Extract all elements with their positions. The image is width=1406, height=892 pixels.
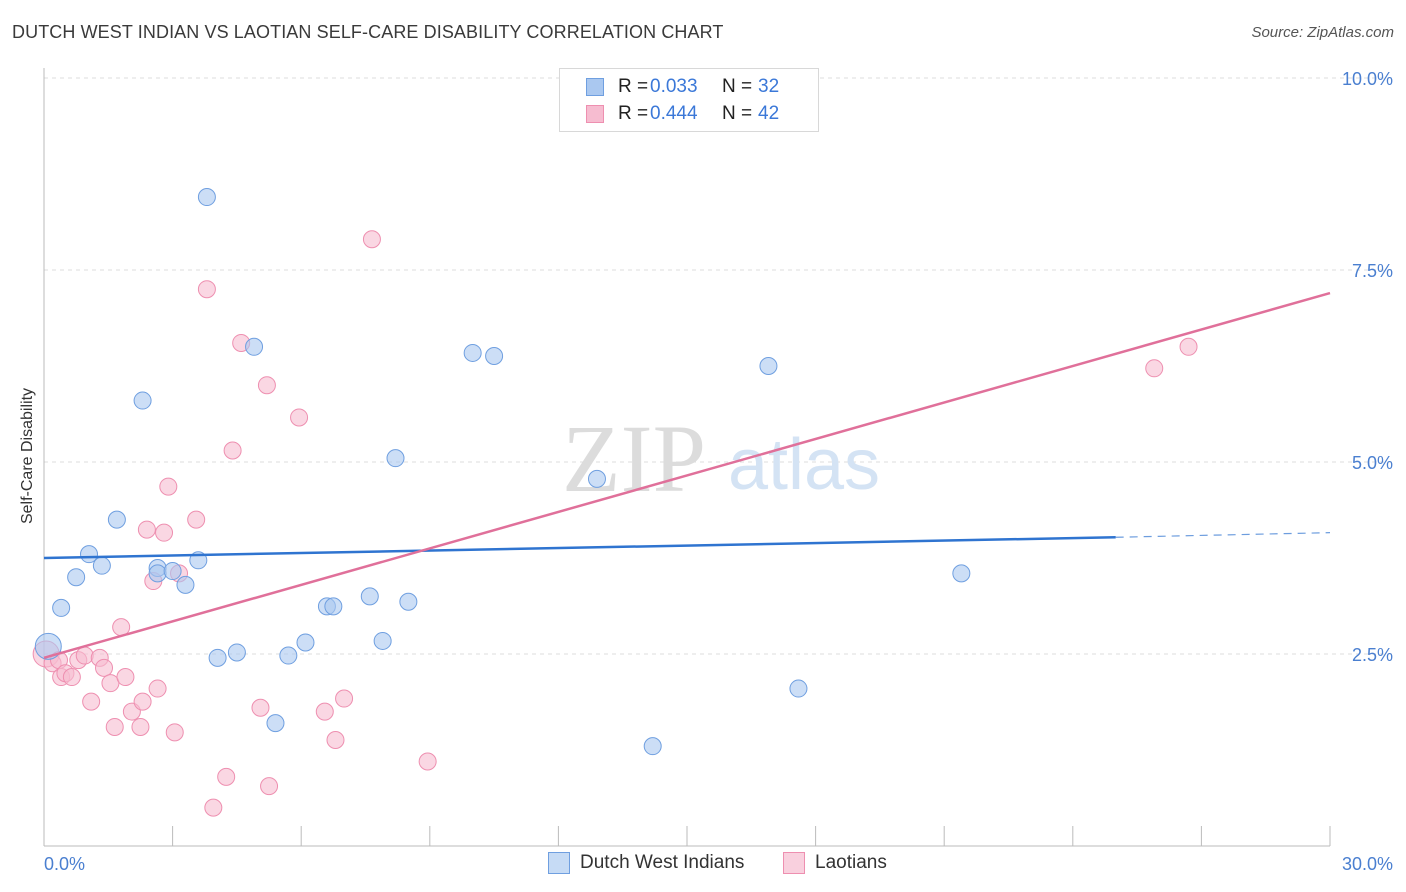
bottom-legend-dutch-west-indians: Dutch West Indians <box>548 852 744 874</box>
dutch-west-indians-point <box>227 643 246 662</box>
chart-title: DUTCH WEST INDIAN VS LAOTIAN SELF-CARE D… <box>12 22 724 42</box>
laotians-point <box>101 674 120 693</box>
legend-n-value: 32 <box>758 76 780 97</box>
stats-legend: R = 0.033 N = 32 R = 0.444 N = 42 <box>559 68 819 132</box>
laotians-point <box>1179 337 1198 356</box>
dutch-west-indians-point <box>386 449 405 468</box>
dutch-west-indians-point <box>952 564 971 583</box>
laotians-point <box>159 477 178 496</box>
bottom-legend-label-laotians: Laotians <box>815 852 887 873</box>
laotians-point <box>251 698 270 717</box>
laotians-point <box>155 523 174 542</box>
laotians-point <box>148 679 167 698</box>
laotians-point <box>204 798 223 817</box>
laotians-point <box>131 717 150 736</box>
dutch-west-indians-point <box>67 568 86 587</box>
dutch-west-indians-point <box>92 556 111 575</box>
laotians-point <box>335 689 354 708</box>
y-tick-label: 7.5% <box>1352 261 1393 281</box>
laotians-point <box>62 668 81 687</box>
laotians-point <box>326 731 345 750</box>
dutch-west-indians-point <box>107 510 126 529</box>
x-tick-label-max: 30.0% <box>1342 854 1393 874</box>
laotians-point <box>82 692 101 711</box>
legend-r-value: 0.444 <box>650 103 698 124</box>
laotians-point <box>362 230 381 249</box>
bottom-legend-swatch-blue <box>548 852 570 874</box>
dutch-west-indians-point <box>373 631 392 650</box>
laotians-point <box>290 408 309 427</box>
y-tick-label: 5.0% <box>1352 453 1393 473</box>
watermark: ZIP atlas <box>562 405 880 512</box>
laotians-point <box>105 717 124 736</box>
laotians-point <box>165 723 184 742</box>
dutch-west-indians-point <box>643 737 662 756</box>
laotians-point <box>75 646 94 665</box>
legend-row-laotians: R = 0.444 N = 42 <box>586 102 830 126</box>
laotians-point <box>133 692 152 711</box>
laotians-point <box>1145 359 1164 378</box>
dutch-west-indians-point <box>176 575 195 594</box>
y-tick-labels: 2.5% 5.0% 7.5% 10.0% <box>1342 69 1393 665</box>
bottom-legend-swatch-pink <box>783 852 805 874</box>
laotians-point <box>116 668 135 687</box>
laotians-point <box>217 767 236 786</box>
trend-lines <box>43 291 1331 660</box>
dutch-west-indians-point <box>197 188 216 207</box>
legend-r-label: R = <box>618 76 649 97</box>
legend-swatch-blue <box>586 78 604 96</box>
dutch-west-indians-point <box>279 646 298 665</box>
dutch-west-indians-trend-extension <box>1115 532 1331 538</box>
laotians-point <box>187 510 206 529</box>
legend-swatch-pink <box>586 105 604 123</box>
dutch-west-indians-point <box>759 357 778 375</box>
grid <box>44 77 1392 655</box>
dutch-west-indians-trend-line <box>43 536 1116 560</box>
dutch-west-indians-point <box>52 598 71 617</box>
dutch-west-indians-point <box>245 337 264 356</box>
laotians-point <box>223 441 242 460</box>
dutch-west-indians-point <box>463 343 482 362</box>
legend-n-label: N = <box>722 103 753 124</box>
watermark-zip: ZIP <box>562 405 706 512</box>
laotians-point <box>95 658 114 677</box>
dutch-west-indians-point <box>789 679 808 698</box>
y-tick-label: 10.0% <box>1342 69 1393 89</box>
legend-n-value: 42 <box>758 103 780 124</box>
dutch-west-indians-point <box>587 469 606 488</box>
legend-r-value: 0.033 <box>650 76 698 97</box>
dutch-west-indians-point <box>208 648 227 667</box>
dutch-west-indians-point <box>324 597 343 616</box>
dutch-west-indians-point <box>399 592 418 611</box>
dutch-west-indians-point <box>485 347 504 366</box>
bottom-legend-label-dutch-west-indians: Dutch West Indians <box>580 852 745 873</box>
legend-r-label: R = <box>618 103 649 124</box>
x-tick-label-min: 0.0% <box>44 854 85 874</box>
legend-n-label: N = <box>722 76 753 97</box>
laotians-point <box>315 702 334 721</box>
dutch-west-indians-point <box>296 633 315 652</box>
x-ticks <box>43 826 1331 846</box>
laotians-point <box>418 752 437 771</box>
dutch-west-indians-point <box>34 632 62 660</box>
bottom-legend-laotians: Laotians <box>783 852 887 874</box>
dutch-west-indians-point <box>133 391 152 410</box>
laotians-points <box>32 230 1198 817</box>
source-label: Source: ZipAtlas.com <box>1251 24 1394 41</box>
dutch-west-indians-point <box>360 587 379 606</box>
dutch-west-indians-point <box>148 564 167 583</box>
laotians-point <box>257 376 276 395</box>
dutch-west-indians-points <box>34 188 971 756</box>
watermark-atlas: atlas <box>728 425 880 505</box>
dutch-west-indians-point <box>163 562 182 581</box>
laotians-point <box>260 777 279 796</box>
y-tick-label: 2.5% <box>1352 645 1393 665</box>
legend-row-dutch-west-indians: R = 0.033 N = 32 <box>586 75 830 99</box>
laotians-point <box>137 520 156 539</box>
laotians-trend-line <box>43 291 1331 660</box>
dutch-west-indians-point <box>266 714 285 733</box>
laotians-point <box>197 280 216 299</box>
